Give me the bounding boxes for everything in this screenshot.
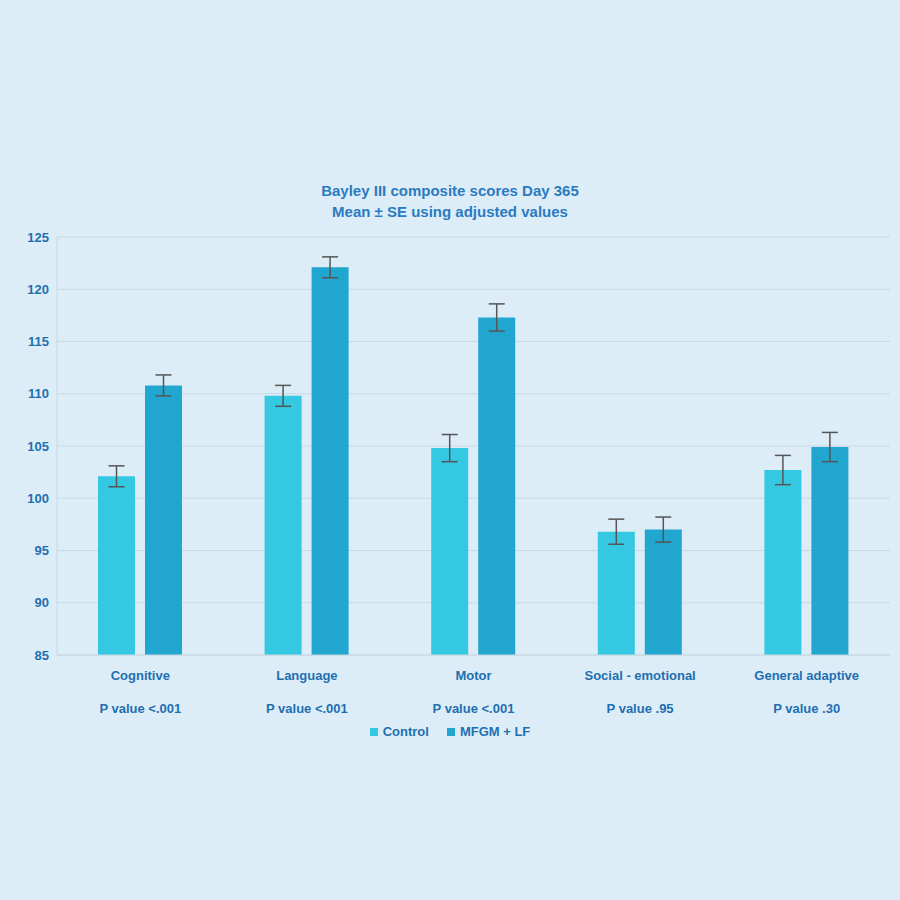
svg-text:P value <.001: P value <.001 [99,701,181,716]
svg-text:P value .95: P value .95 [607,701,674,716]
svg-text:110: 110 [28,386,49,401]
svg-text:125: 125 [27,230,49,245]
svg-text:120: 120 [27,282,49,297]
svg-text:General adaptive: General adaptive [754,668,859,683]
html-text:Mean ± SE using adjusted value: Mean ± SE using adjusted values [332,203,568,220]
html-text:Bayley III composite scores Da: Bayley III composite scores Day 365 [321,182,579,199]
html-text:MFGM + LF: MFGM + LF [459,724,531,739]
svg-text:100: 100 [27,491,49,506]
svg-text:115: 115 [28,334,49,349]
svg-text:Cognitive: Cognitive [111,668,170,683]
svg-text:95: 95 [35,543,49,558]
html-text:Control: Control [382,724,429,739]
svg-text:85: 85 [35,648,49,663]
svg-text:Language: Language [276,668,337,683]
svg-text:P value .30: P value .30 [773,701,840,716]
svg-text:P value <.001: P value <.001 [266,701,348,716]
svg-text:P value <.001: P value <.001 [433,701,515,716]
svg-text:105: 105 [27,439,49,454]
svg-text:Motor: Motor [455,668,491,683]
svg-text:90: 90 [35,595,49,610]
svg-text:Social - emotional: Social - emotional [584,668,695,683]
